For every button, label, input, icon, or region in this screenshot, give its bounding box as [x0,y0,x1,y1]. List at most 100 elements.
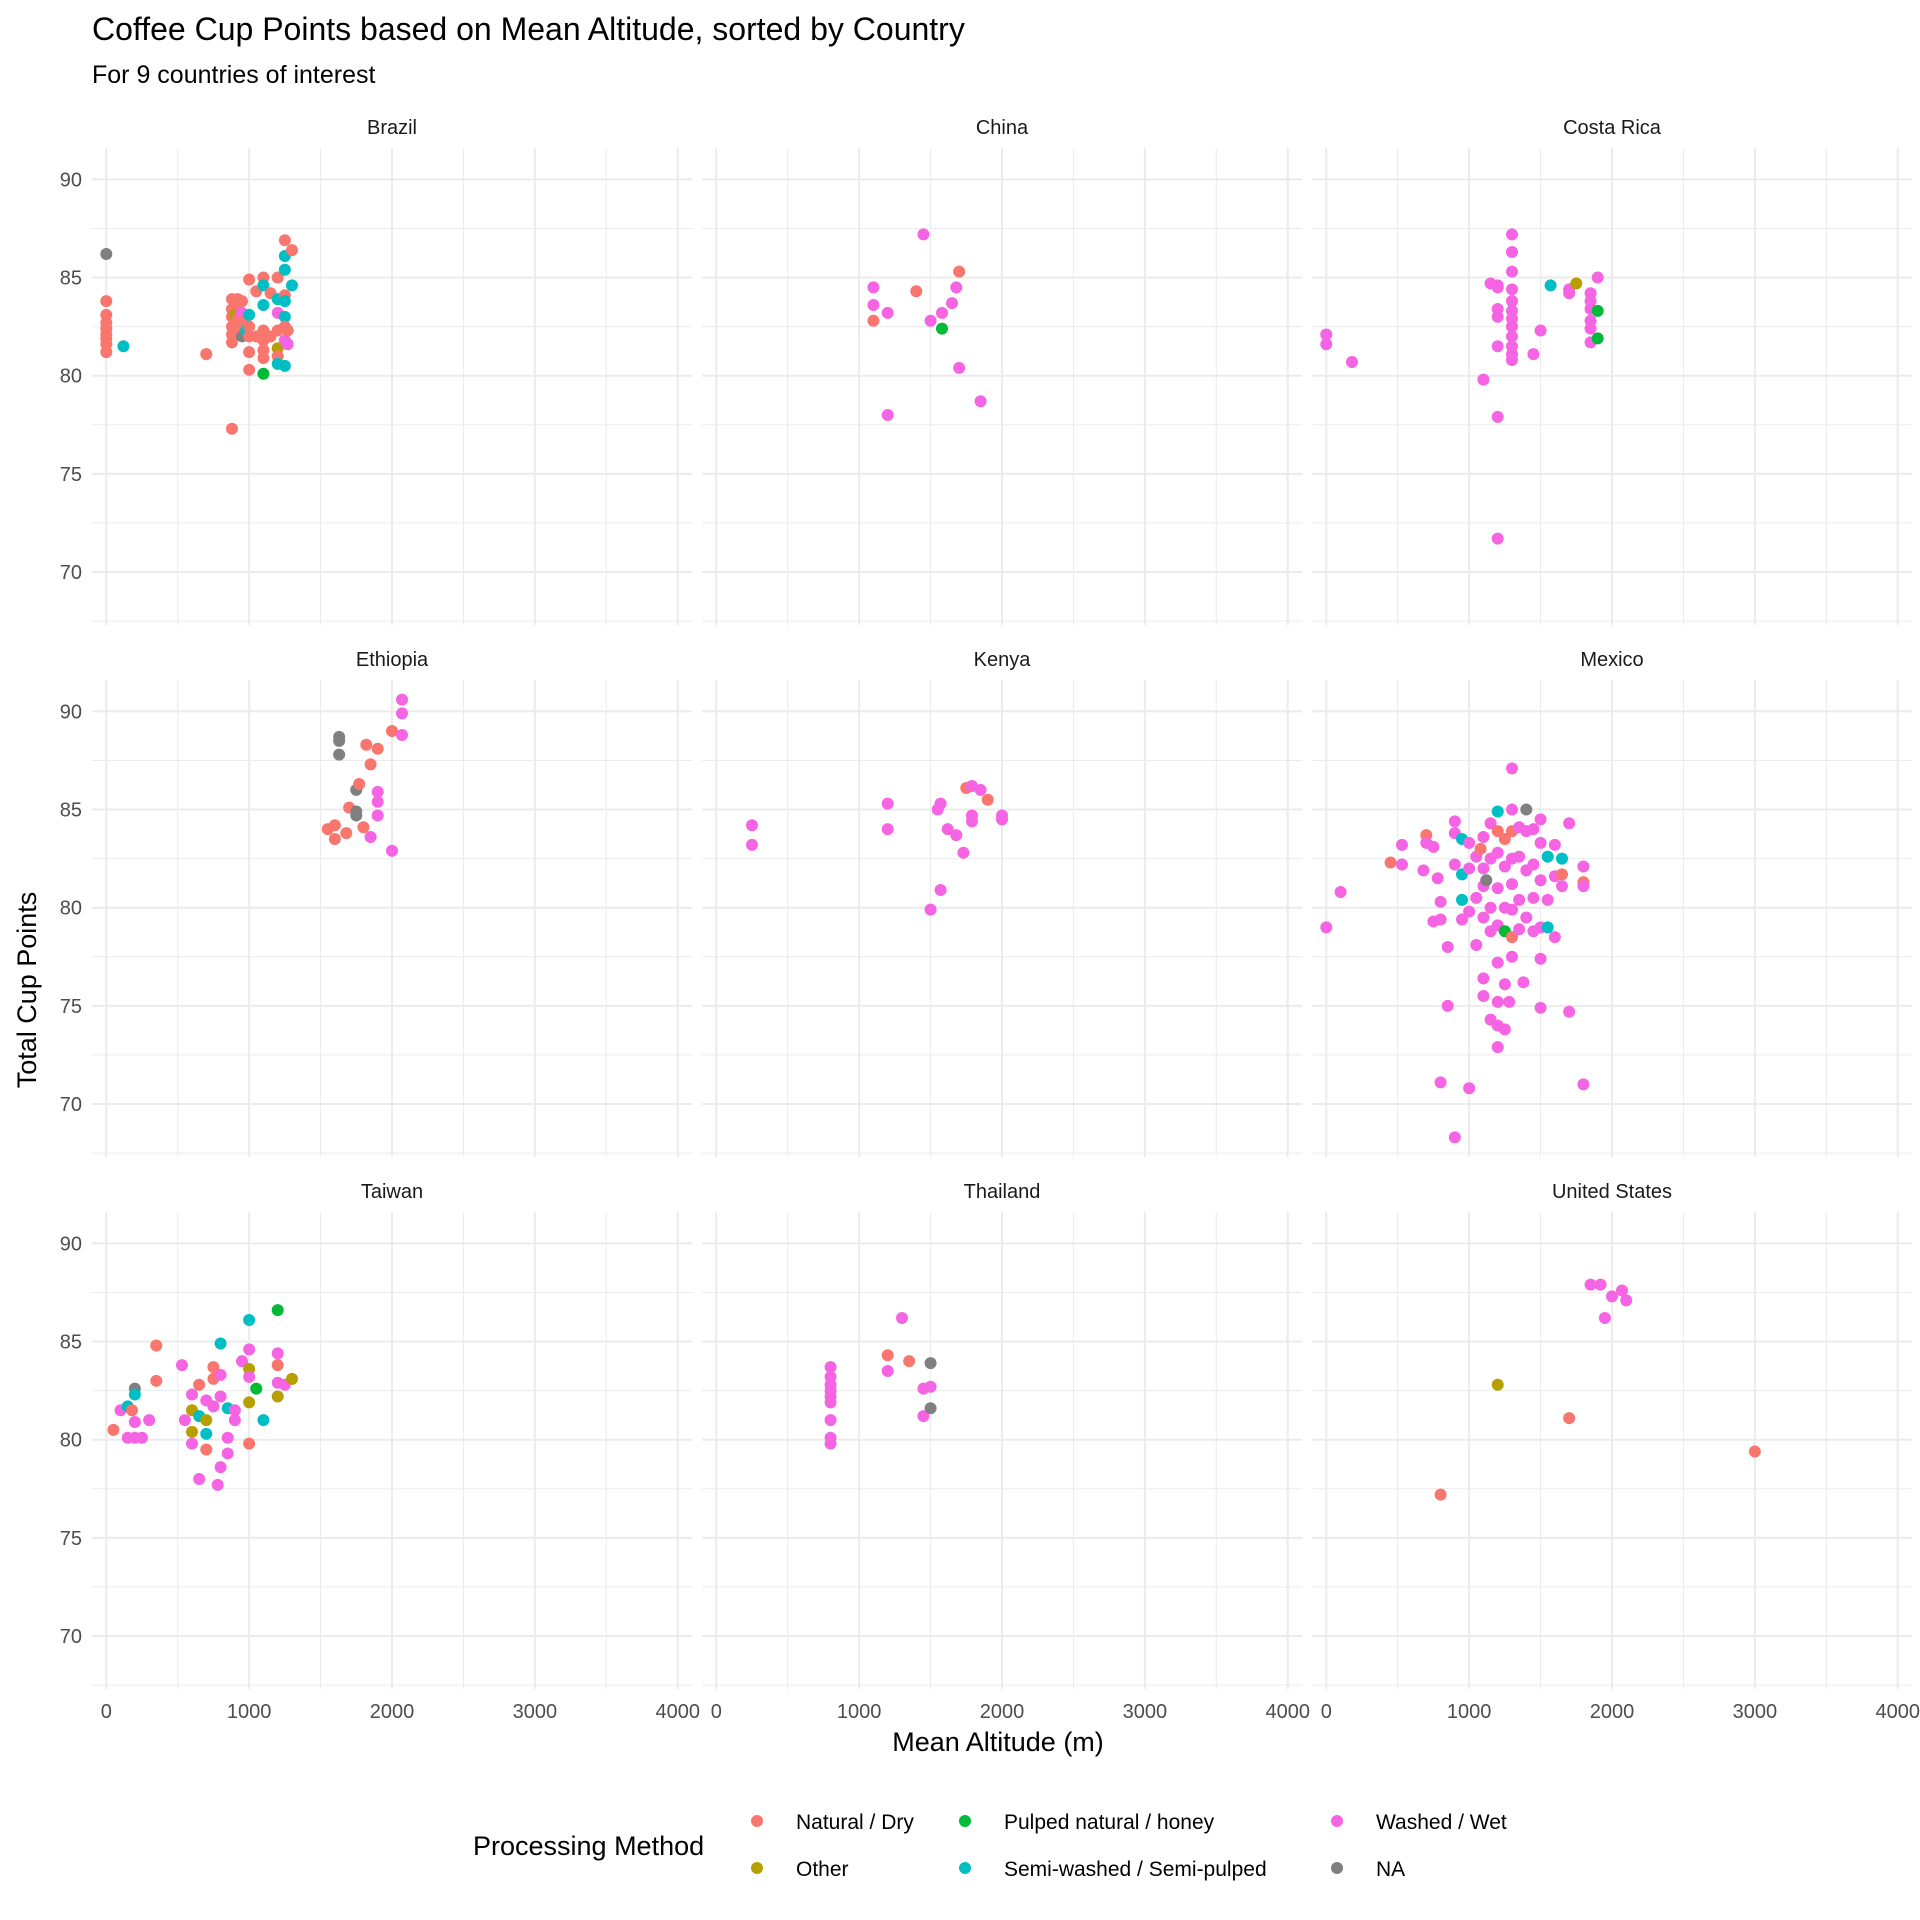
data-point [1541,893,1554,906]
data-point [257,279,270,292]
data-point [1470,891,1483,904]
data-point [924,1402,937,1415]
legend-key [1331,1862,1343,1874]
data-point [207,1400,220,1413]
data-point [1491,532,1504,545]
data-point [186,1437,198,1450]
facet-label: Mexico [1580,649,1643,671]
data-point [974,783,987,796]
data-point [1563,817,1576,830]
data-point [996,813,1008,826]
data-point [1541,850,1554,863]
facet-brazil: Brazil 70 75 80 85 90 [60,117,692,625]
data-point [1477,990,1490,1003]
data-point [946,297,958,310]
data-point [371,795,384,808]
data-point [1748,1445,1761,1458]
legend-key [959,1815,971,1827]
data-point [881,306,894,319]
data-point [1606,1290,1618,1303]
data-point [271,271,284,284]
data-point [236,1355,248,1368]
data-point [278,359,291,372]
data-point [981,793,994,806]
facet-ethiopia: Ethiopia 70 75 80 85 90 [60,649,692,1157]
data-point [1477,373,1490,386]
legend-item-pulped-natural-honey: Pulped natural / honey [959,1811,1215,1834]
data-point [1534,836,1547,849]
data-point [1477,972,1490,985]
data-point [1506,931,1518,944]
data-point [243,1396,256,1409]
x-tick-label: 3000 [1123,1701,1168,1723]
data-point [1463,836,1476,849]
legend-item-semi-washed-semi-pulped: Semi-washed / Semi-pulped [959,1858,1267,1881]
legend-label: Washed / Wet [1376,1811,1507,1834]
y-tick-label: 80 [60,366,82,388]
data-point [1434,1488,1447,1501]
data-point [1577,1078,1590,1091]
data-point [340,827,353,840]
legend-label: Semi-washed / Semi-pulped [1004,1858,1267,1881]
data-point [1506,950,1518,963]
data-point [1491,805,1504,818]
data-point [1534,1001,1547,1014]
data-point [1491,340,1504,353]
legend-key [751,1862,763,1874]
data-point [1491,310,1504,323]
legend-label: Pulped natural / honey [1004,1811,1215,1834]
data-point [1320,328,1333,341]
y-axis-title: Total Cup Points [12,892,42,1089]
data-point [226,422,238,435]
data-point [903,1355,916,1368]
x-tick-label: 4000 [1875,1701,1920,1723]
facet-taiwan: Taiwan 70 75 80 85 90 0 1000 2000 3000 4000 [60,1181,700,1723]
data-point [1548,838,1561,851]
data-point [1556,880,1568,893]
data-point [1384,856,1397,869]
data-point [396,707,408,720]
data-point [143,1414,156,1427]
data-point [953,265,966,278]
data-point [221,1431,234,1444]
data-point [950,829,963,842]
data-point [200,1443,213,1456]
data-point [1456,913,1468,926]
data-point [1463,1082,1476,1095]
facet-label: United States [1552,1181,1672,1203]
data-point [1584,1278,1597,1291]
data-point [1506,903,1518,916]
data-point [128,1416,141,1429]
data-point [746,819,758,832]
y-tick-label: 75 [60,464,82,486]
data-point [824,1437,837,1450]
data-point [917,1410,930,1423]
data-point [1491,410,1504,423]
data-point [243,346,256,359]
data-point [867,281,880,294]
data-point [1434,895,1447,908]
data-point [1506,320,1518,333]
data-point [271,1359,284,1372]
facet-label: Kenya [974,649,1032,671]
data-point [867,299,880,312]
data-point [1534,952,1547,965]
legend-item-na: NA [1331,1858,1405,1881]
data-point [1513,923,1526,936]
data-point [1591,332,1604,345]
data-point [1513,850,1526,863]
data-point [867,314,880,327]
y-tick-label: 75 [60,996,82,1018]
data-point [1556,868,1568,881]
x-tick-label: 0 [711,1701,722,1723]
data-point [236,295,248,308]
data-point [1498,833,1511,845]
facet-costa-rica: Costa Rica [1312,117,1912,625]
data-point [333,734,346,747]
data-point [824,1361,837,1374]
legend-key [959,1862,971,1874]
data-point [924,1357,937,1370]
data-point [371,809,384,822]
data-point [1491,281,1504,294]
data-point [917,228,930,241]
